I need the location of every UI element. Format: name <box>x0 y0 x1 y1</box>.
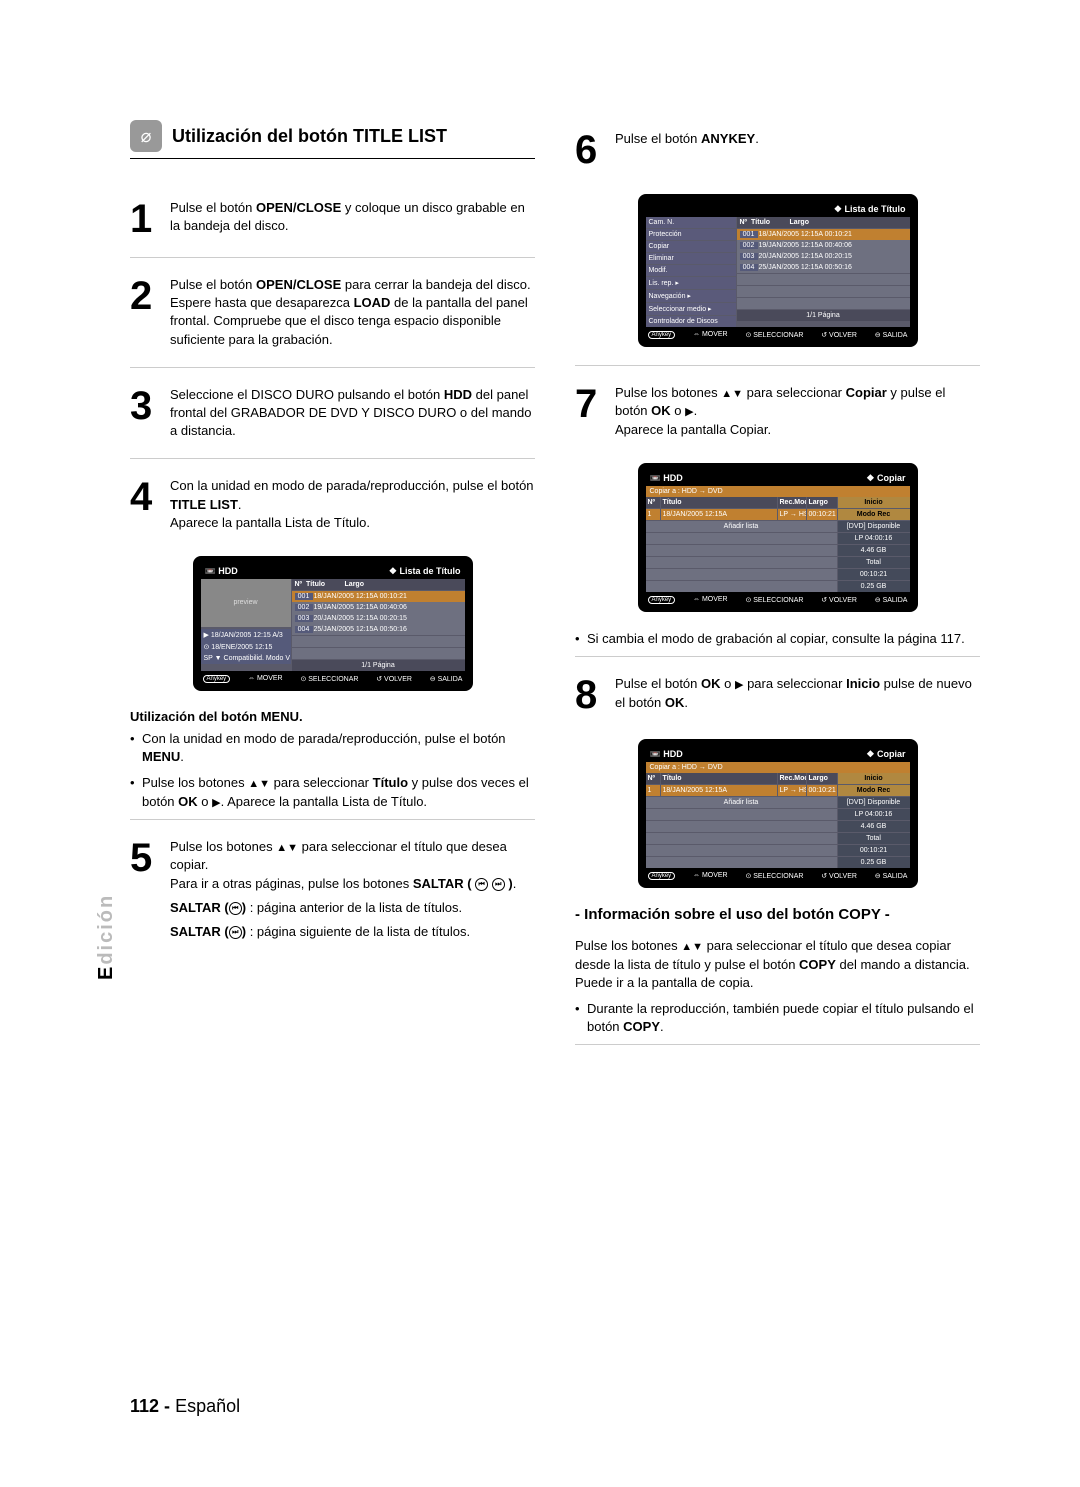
step-1: 1 Pulse el botón OPEN/CLOSE y coloque un… <box>130 189 535 249</box>
section-title: Utilización del botón TITLE LIST <box>172 126 447 147</box>
osd-title: Lista de Título <box>834 204 906 215</box>
osd-rows: 00118/JAN/2005 12:15A 00:10:2100219/JAN/… <box>292 591 465 635</box>
osd-footer: Anykey ⇔ MOVER ⊙ SELECCIONAR ↺ VOLVER ⊖ … <box>201 671 465 683</box>
step-number: 6 <box>575 130 605 170</box>
osd-copy-2: 📼 HDDCopiarCopiar a : HDD → DVDNºTítuloR… <box>638 739 918 888</box>
divider <box>575 1044 980 1045</box>
osd-title-list: 📼 HDD Lista de Título preview ▶ 18/JAN/2… <box>193 556 473 691</box>
osd-source: 📼 HDD <box>205 566 238 577</box>
section-header: ⌀ Utilización del botón TITLE LIST <box>130 120 535 159</box>
right-column: 6 Pulse el botón ANYKEY. Lista de Título… <box>575 120 980 1053</box>
step-number: 2 <box>130 276 160 349</box>
step-body: Pulse el botón ANYKEY. <box>615 130 980 170</box>
osd-meta: ▶ 18/JAN/2005 12:15 A/3 ⊙ 18/ENE/2005 12… <box>201 629 291 664</box>
step-body: Seleccione el DISCO DURO pulsando el bot… <box>170 386 535 441</box>
step-body: Pulse los botones ▲▼ para seleccionar Co… <box>615 384 980 439</box>
step-3: 3 Seleccione el DISCO DURO pulsando el b… <box>130 376 535 451</box>
step-number: 8 <box>575 675 605 715</box>
osd-title: Lista de Título <box>389 566 461 577</box>
step-number: 1 <box>130 199 160 239</box>
disc-icon: ⌀ <box>130 120 162 152</box>
step-4: 4 Con la unidad en modo de parada/reprod… <box>130 467 535 542</box>
step-5: 5 Pulse los botones ▲▼ para seleccionar … <box>130 828 535 951</box>
step-body: Con la unidad en modo de parada/reproduc… <box>170 477 535 532</box>
osd-page: 1/1 Página <box>737 310 910 321</box>
info-title: - Información sobre el uso del botón COP… <box>575 906 980 923</box>
step-body: Pulse el botón OPEN/CLOSE y coloque un d… <box>170 199 535 239</box>
divider <box>130 458 535 459</box>
divider <box>575 365 980 366</box>
section-side-label: Edición <box>95 894 118 980</box>
osd-menu: Cam. N.ProtecciónCopiarEliminarModif.Lis… <box>646 217 736 327</box>
step-number: 5 <box>130 838 160 941</box>
step-8: 8 Pulse el botón OK o ▶ para seleccionar… <box>575 665 980 725</box>
step-6: 6 Pulse el botón ANYKEY. <box>575 120 980 180</box>
step-7: 7 Pulse los botones ▲▼ para seleccionar … <box>575 374 980 449</box>
menu-bullet-1: Con la unidad en modo de parada/reproduc… <box>130 730 535 766</box>
anykey-icon: Anykey <box>203 675 231 683</box>
step-number: 3 <box>130 386 160 441</box>
divider <box>130 257 535 258</box>
step-number: 7 <box>575 384 605 439</box>
step-body: Pulse el botón OK o ▶ para seleccionar I… <box>615 675 980 715</box>
osd-anykey-menu: Lista de Título Cam. N.ProtecciónCopiarE… <box>638 194 918 347</box>
osd-preview: preview <box>201 579 291 627</box>
divider <box>130 367 535 368</box>
menu-subhead: Utilización del botón MENU. <box>130 709 535 724</box>
osd-col-header: Nº Título Largo <box>737 217 910 228</box>
note-step7: Si cambia el modo de grabación al copiar… <box>575 630 980 648</box>
anykey-icon: Anykey <box>648 331 676 339</box>
osd-col-header: Nº Título Largo <box>292 579 465 590</box>
info-bullet: Durante la reproducción, también puede c… <box>575 1000 980 1036</box>
step-2: 2 Pulse el botón OPEN/CLOSE para cerrar … <box>130 266 535 359</box>
side-label-highlight: E <box>95 965 117 980</box>
osd-footer: Anykey ⇔ MOVER ⊙ SELECCIONAR ↺ VOLVER ⊖ … <box>646 327 910 339</box>
step-body: Pulse el botón OPEN/CLOSE para cerrar la… <box>170 276 535 349</box>
left-column: ⌀ Utilización del botón TITLE LIST 1 Pul… <box>130 120 535 1053</box>
osd-rows: 00118/JAN/2005 12:15A 00:10:2100219/JAN/… <box>737 229 910 273</box>
osd-page: 1/1 Página <box>292 660 465 671</box>
menu-bullet-2: Pulse los botones ▲▼ para seleccionar Tí… <box>130 774 535 811</box>
info-body: Pulse los botones ▲▼ para seleccionar el… <box>575 937 980 992</box>
divider <box>575 656 980 657</box>
side-label-dim: dición <box>95 894 117 965</box>
page-number: 112 - Español <box>130 1396 240 1417</box>
divider <box>130 819 535 820</box>
osd-copy: 📼 HDDCopiarCopiar a : HDD → DVDNºTítuloR… <box>638 463 918 612</box>
step-body: Pulse los botones ▲▼ para seleccionar el… <box>170 838 535 941</box>
step-number: 4 <box>130 477 160 532</box>
